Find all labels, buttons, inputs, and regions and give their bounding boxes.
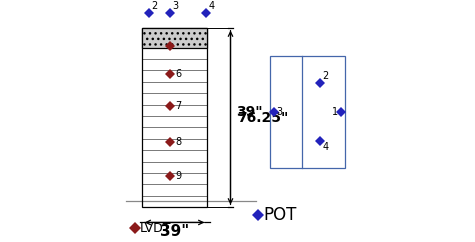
Text: 7: 7 [175, 101, 181, 111]
Bar [142, 28, 207, 48]
Text: 39": 39" [160, 224, 189, 239]
Text: 4: 4 [209, 1, 215, 11]
Text: 76.25": 76.25" [238, 111, 289, 125]
Text: LVDT: LVDT [140, 222, 171, 235]
Text: 6: 6 [175, 69, 181, 79]
Text: 2: 2 [323, 71, 329, 81]
Text: 5: 5 [175, 41, 181, 51]
Text: 9: 9 [175, 171, 181, 181]
Bar [270, 56, 345, 168]
Text: 8: 8 [175, 137, 181, 147]
Text: 2: 2 [152, 1, 158, 11]
Text: 1: 1 [332, 107, 339, 117]
Text: 3: 3 [173, 1, 179, 11]
Bar [142, 28, 207, 207]
Text: 39": 39" [237, 105, 263, 119]
Text: 3: 3 [276, 107, 283, 117]
Text: POT: POT [264, 206, 297, 225]
Text: 4: 4 [323, 142, 329, 152]
